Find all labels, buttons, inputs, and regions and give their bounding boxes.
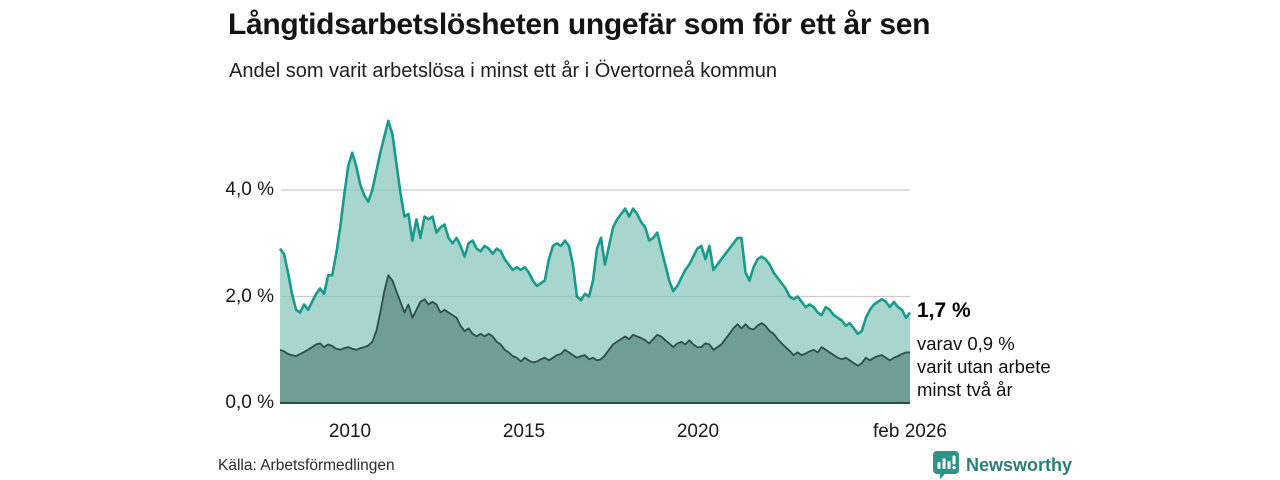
x-tick-label: 2010 — [328, 421, 372, 442]
source-label: Källa: Arbetsförmedlingen — [218, 457, 395, 474]
annotation-detail-line: varav 0,9 % — [917, 333, 1015, 354]
latest-value-label: 1,7 % — [917, 299, 971, 322]
latest-value-annotation: 1,7 % varav 0,9 % varit utan arbete mins… — [917, 299, 1067, 401]
series-line-minst-två-år — [279, 274, 910, 367]
newsworthy-logo-icon — [933, 451, 959, 479]
x-tick-label: 2020 — [676, 421, 720, 442]
newsworthy-brand: Newsworthy — [933, 451, 1072, 479]
x-tick-label: feb 2026 — [873, 421, 947, 442]
annotation-detail-line: minst två år — [917, 379, 1013, 400]
annotation-detail-line: varit utan arbete — [917, 356, 1051, 377]
series-line-minst-ett-år — [278, 119, 912, 336]
y-tick-label: 0,0 % — [225, 392, 274, 413]
x-tick-label: 2015 — [502, 421, 546, 442]
y-tick-label: 4,0 % — [225, 179, 274, 200]
newsworthy-wordmark: Newsworthy — [966, 454, 1073, 475]
y-tick-label: 2,0 % — [225, 285, 274, 307]
chart-title: Långtidsarbetslösheten ungefär som för e… — [228, 8, 931, 41]
chart-subtitle: Andel som varit arbetslösa i minst ett å… — [229, 60, 777, 82]
